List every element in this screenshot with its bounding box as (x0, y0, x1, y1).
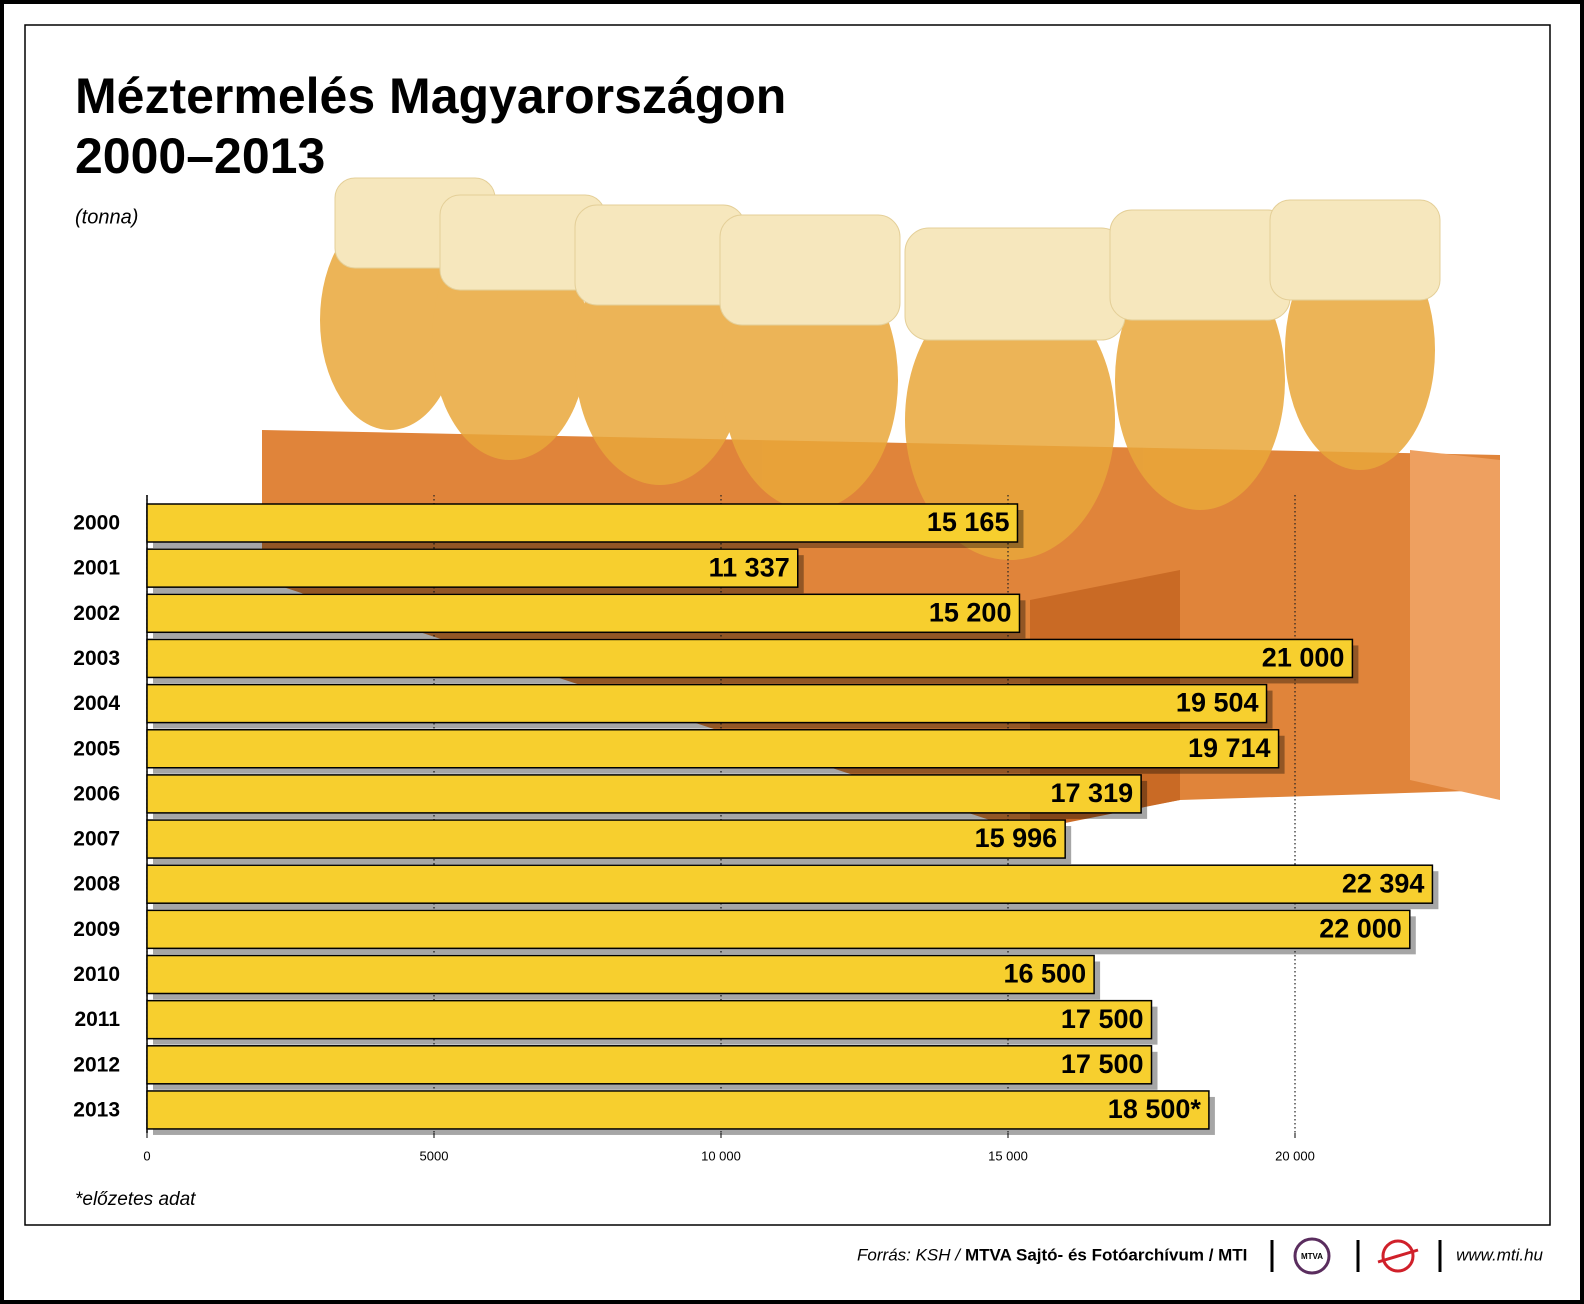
bar (146, 774, 1142, 814)
bar (146, 593, 1021, 634)
value-label: 15 200 (929, 597, 1012, 627)
x-tick-label: 15 000 (988, 1148, 1028, 1163)
bar (146, 503, 1019, 543)
y-tick-label: 2010 (73, 963, 120, 986)
x-tick-label: 20 000 (1275, 1148, 1315, 1163)
bar (146, 1045, 1153, 1085)
y-tick-label: 2001 (73, 557, 120, 580)
value-label: 15 996 (975, 823, 1058, 853)
bar (146, 909, 1411, 950)
bar (146, 999, 1153, 1040)
y-tick-label: 2004 (73, 692, 120, 715)
bar (146, 819, 1066, 859)
y-tick-label: 2008 (73, 873, 120, 896)
plot: 0 5000 10 000 15 000 20 000 2000 15 165 2001 11 … (73, 495, 1439, 1163)
value-label: 11 337 (709, 552, 790, 582)
y-tick-label: 2011 (74, 1008, 120, 1031)
logo-text: MTVA (1301, 1252, 1323, 1261)
bar (146, 683, 1268, 724)
bar (146, 729, 1280, 769)
logo (1293, 1237, 1331, 1275)
bar (146, 864, 1434, 904)
value-label: 17 500 (1061, 1049, 1144, 1079)
value-label: 17 319 (1051, 778, 1134, 808)
unit-label: (tonna) (75, 206, 138, 228)
value-label: 19 714 (1188, 733, 1271, 763)
value-label: 19 504 (1176, 688, 1259, 718)
value-label: 18 500* (1108, 1094, 1202, 1124)
value-label: 22 000 (1319, 913, 1402, 943)
value-label: 22 394 (1342, 868, 1425, 898)
footnote: *előzetes adat (75, 1189, 196, 1210)
value-label: 21 000 (1262, 643, 1345, 673)
source: MTVA Sajtó- és Fotóarchívum / MTI (965, 1245, 1247, 1264)
x-tick-label: 0 (143, 1148, 150, 1163)
website: www.mti.hu (1456, 1245, 1543, 1264)
x-tick-label: 5000 (420, 1148, 449, 1163)
y-tick-label: 2005 (73, 737, 120, 760)
y-tick-label: 2007 (73, 828, 120, 851)
y-tick-label: 2002 (73, 602, 120, 625)
logo (1377, 1248, 1419, 1264)
bar (146, 954, 1095, 995)
y-tick-label: 2012 (73, 1053, 120, 1076)
y-tick-label: 2003 (73, 647, 120, 670)
y-tick-label: 2013 (73, 1098, 120, 1121)
chart-title: Méztermelés Magyarországon (75, 68, 786, 124)
bar (146, 1090, 1210, 1130)
chart-subtitle: 2000–2013 (75, 128, 325, 184)
logo (1381, 1239, 1415, 1273)
source: Forrás: KSH / (857, 1245, 962, 1264)
box-flap (1410, 450, 1500, 800)
value-label: 15 165 (927, 507, 1010, 537)
x-tick-label: 10 000 (701, 1148, 741, 1163)
y-tick-label: 2000 (73, 512, 120, 535)
value-label: 17 500 (1061, 1004, 1144, 1034)
value-label: 16 500 (1004, 959, 1087, 989)
bar (146, 638, 1354, 679)
y-tick-label: 2009 (73, 918, 120, 941)
bar (146, 548, 799, 588)
y-tick-label: 2006 (73, 782, 120, 805)
